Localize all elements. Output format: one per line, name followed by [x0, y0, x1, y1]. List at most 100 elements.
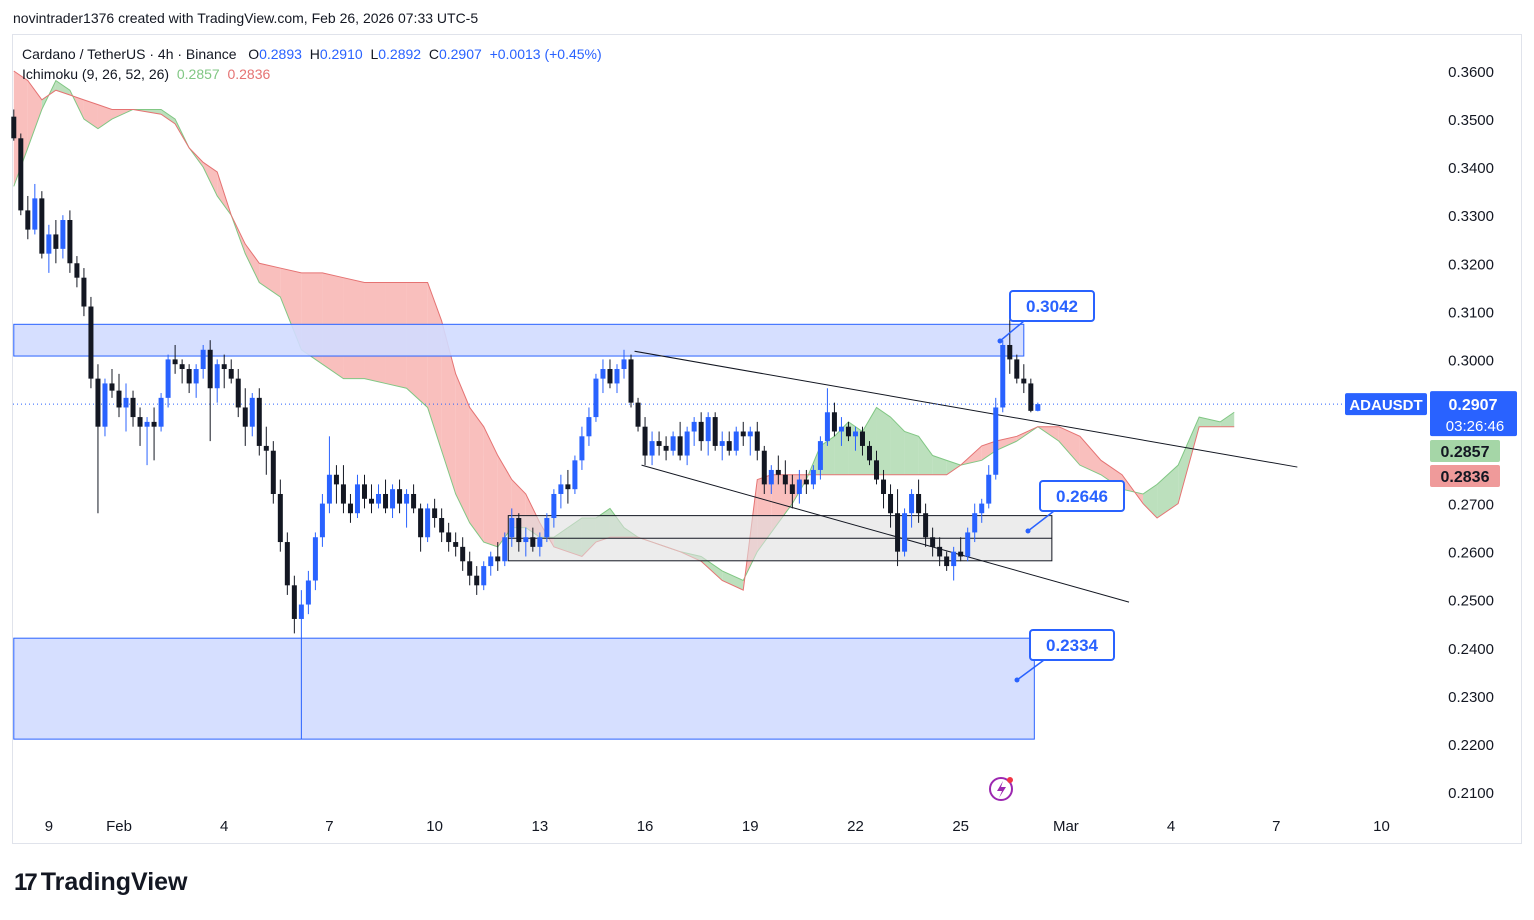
candle-body[interactable] [425, 508, 431, 538]
candle-body[interactable] [158, 397, 164, 427]
candle-body[interactable] [214, 364, 220, 389]
candle-body[interactable] [453, 542, 459, 547]
candle-body[interactable] [53, 234, 59, 249]
candle-body[interactable] [972, 513, 978, 533]
candle-body[interactable] [691, 421, 697, 432]
candle-body[interactable] [270, 450, 276, 494]
candle-body[interactable] [179, 364, 185, 370]
candle-body[interactable] [958, 551, 964, 557]
candle-body[interactable] [200, 349, 206, 370]
candle-body[interactable] [895, 513, 901, 552]
candle-body[interactable] [137, 417, 143, 427]
candle-body[interactable] [116, 390, 122, 408]
resistance-zone[interactable] [13, 323, 1025, 357]
candle-body[interactable] [930, 537, 936, 547]
support-zone[interactable] [13, 637, 1035, 740]
candle-body[interactable] [621, 359, 627, 370]
symbol-title[interactable]: Cardano / TetherUS · 4h · Binance [22, 46, 237, 62]
candle-body[interactable] [551, 493, 557, 519]
candle-body[interactable] [614, 369, 620, 384]
candle-body[interactable] [165, 359, 171, 398]
candle-body[interactable] [502, 537, 508, 562]
candle-body[interactable] [740, 431, 746, 437]
candle-body[interactable] [488, 556, 494, 567]
candle-body[interactable] [530, 537, 536, 547]
candle-body[interactable] [432, 508, 438, 519]
candle-body[interactable] [866, 445, 872, 461]
candle-body[interactable] [986, 474, 992, 504]
candle-body[interactable] [523, 537, 529, 543]
candle-body[interactable] [600, 369, 606, 379]
candle-body[interactable] [817, 441, 823, 470]
candle-body[interactable] [74, 263, 80, 278]
candle-body[interactable] [628, 359, 634, 403]
ticker-tag[interactable] [1345, 393, 1427, 416]
candle-body[interactable] [326, 474, 332, 504]
candle-body[interactable] [1028, 383, 1034, 411]
candle-body[interactable] [656, 441, 662, 446]
candle-body[interactable] [565, 484, 571, 490]
candle-body[interactable] [544, 518, 550, 538]
candle-body[interactable] [298, 604, 304, 619]
candle-body[interactable] [909, 493, 915, 514]
candle-body[interactable] [874, 460, 880, 480]
candle-body[interactable] [747, 431, 753, 437]
candle-body[interactable] [951, 551, 957, 567]
candle-body[interactable] [291, 585, 297, 619]
candle-body[interactable] [390, 489, 396, 509]
candle-body[interactable] [768, 469, 774, 485]
candle-body[interactable] [572, 460, 578, 490]
candle-body[interactable] [754, 431, 760, 451]
candle-body[interactable] [277, 493, 283, 543]
candle-body[interactable] [256, 397, 262, 446]
candle-body[interactable] [712, 417, 718, 446]
candle-body[interactable] [411, 493, 417, 509]
candle-body[interactable] [460, 546, 466, 562]
candle-body[interactable] [418, 508, 424, 538]
candle-body[interactable] [965, 532, 971, 557]
candle-body[interactable] [474, 575, 480, 586]
callout-box[interactable] [1029, 629, 1115, 661]
candle-body[interactable] [663, 445, 669, 451]
candle-body[interactable] [845, 426, 851, 437]
candle-body[interactable] [446, 532, 452, 543]
candle-body[interactable] [537, 537, 543, 547]
candle-body[interactable] [305, 580, 311, 605]
candle-body[interactable] [979, 503, 985, 514]
candle-body[interactable] [369, 498, 375, 504]
candle-body[interactable] [284, 542, 290, 586]
candle-body[interactable] [242, 407, 248, 427]
candle-body[interactable] [67, 220, 73, 264]
candle-body[interactable] [383, 493, 389, 509]
candle-body[interactable] [698, 421, 704, 442]
candle-body[interactable] [221, 364, 227, 370]
candle-body[interactable] [881, 479, 887, 494]
candle-body[interactable] [509, 518, 515, 538]
candle-body[interactable] [775, 469, 781, 475]
candle-body[interactable] [923, 513, 929, 538]
candle-body[interactable] [789, 484, 795, 494]
candle-body[interactable] [607, 369, 613, 384]
candle-body[interactable] [642, 426, 648, 456]
candle-body[interactable] [481, 566, 487, 586]
candle-body[interactable] [1007, 344, 1013, 360]
candle-body[interactable] [796, 479, 802, 494]
candle-body[interactable] [733, 431, 739, 451]
candle-body[interactable] [340, 484, 346, 504]
candle-body[interactable] [916, 493, 922, 514]
span-b-tag[interactable] [1430, 465, 1500, 487]
candle-body[interactable] [761, 450, 767, 485]
candle-body[interactable] [354, 484, 360, 514]
candle-body[interactable] [60, 220, 66, 249]
candle-body[interactable] [635, 402, 641, 427]
candle-body[interactable] [649, 441, 655, 456]
span-a-tag[interactable] [1430, 440, 1500, 462]
candle-body[interactable] [467, 561, 473, 576]
candle-body[interactable] [81, 277, 87, 307]
candle-body[interactable] [319, 503, 325, 538]
candle-body[interactable] [859, 431, 865, 446]
candle-body[interactable] [18, 138, 24, 211]
candle-body[interactable] [25, 210, 31, 230]
candle-body[interactable] [404, 493, 410, 504]
